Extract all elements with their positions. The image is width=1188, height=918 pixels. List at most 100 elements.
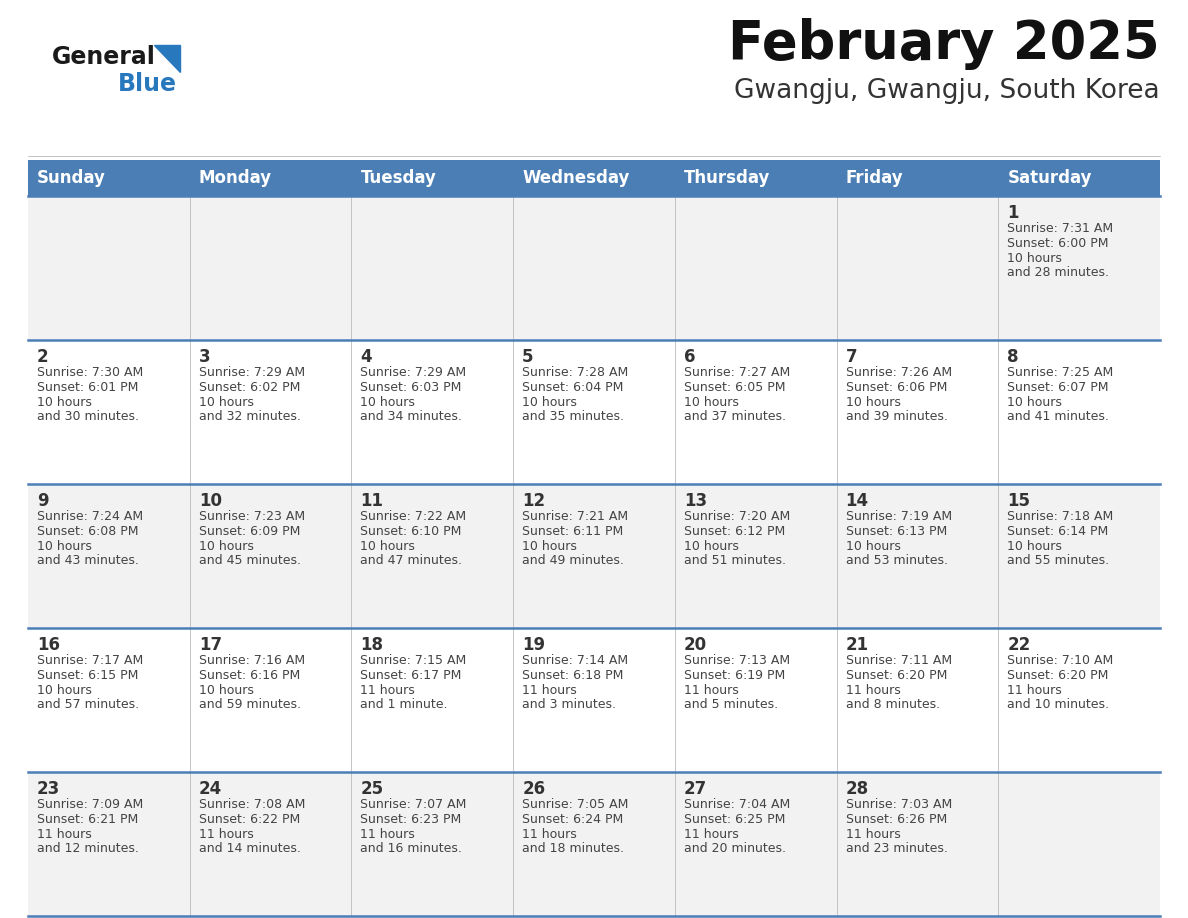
Text: Sunset: 6:09 PM: Sunset: 6:09 PM [198,525,301,538]
Text: Sunset: 6:22 PM: Sunset: 6:22 PM [198,813,299,826]
Text: Sunrise: 7:08 AM: Sunrise: 7:08 AM [198,798,305,811]
Text: Sunset: 6:03 PM: Sunset: 6:03 PM [360,381,462,394]
Text: Sunset: 6:13 PM: Sunset: 6:13 PM [846,525,947,538]
Text: and 41 minutes.: and 41 minutes. [1007,410,1110,423]
Text: Sunset: 6:14 PM: Sunset: 6:14 PM [1007,525,1108,538]
Text: Sunrise: 7:29 AM: Sunrise: 7:29 AM [198,366,305,379]
Text: and 5 minutes.: and 5 minutes. [684,698,778,711]
Text: 10 hours: 10 hours [1007,540,1062,553]
Text: and 57 minutes.: and 57 minutes. [37,698,139,711]
Text: and 28 minutes.: and 28 minutes. [1007,266,1110,279]
Text: Sunset: 6:11 PM: Sunset: 6:11 PM [523,525,624,538]
Text: 10 hours: 10 hours [37,684,91,697]
Text: and 14 minutes.: and 14 minutes. [198,842,301,855]
Text: Sunrise: 7:16 AM: Sunrise: 7:16 AM [198,654,305,667]
Text: and 10 minutes.: and 10 minutes. [1007,698,1110,711]
Text: 18: 18 [360,636,384,654]
Text: 2: 2 [37,348,49,366]
Text: and 35 minutes.: and 35 minutes. [523,410,624,423]
Text: 10 hours: 10 hours [1007,252,1062,265]
Text: Sunrise: 7:13 AM: Sunrise: 7:13 AM [684,654,790,667]
Text: 24: 24 [198,780,222,798]
Text: Wednesday: Wednesday [523,169,630,187]
Text: General: General [52,45,156,69]
Text: Monday: Monday [198,169,272,187]
Text: 6: 6 [684,348,695,366]
Text: 17: 17 [198,636,222,654]
Text: Tuesday: Tuesday [360,169,436,187]
Text: 21: 21 [846,636,868,654]
Text: 11 hours: 11 hours [37,828,91,841]
Text: Sunrise: 7:10 AM: Sunrise: 7:10 AM [1007,654,1113,667]
Text: 11 hours: 11 hours [523,684,577,697]
Text: Sunset: 6:16 PM: Sunset: 6:16 PM [198,669,299,682]
Text: Sunrise: 7:15 AM: Sunrise: 7:15 AM [360,654,467,667]
Text: 10 hours: 10 hours [684,540,739,553]
Text: 25: 25 [360,780,384,798]
Text: and 30 minutes.: and 30 minutes. [37,410,139,423]
Text: Sunset: 6:01 PM: Sunset: 6:01 PM [37,381,138,394]
Text: 10 hours: 10 hours [846,396,901,409]
Text: 10 hours: 10 hours [198,540,253,553]
Text: Sunrise: 7:03 AM: Sunrise: 7:03 AM [846,798,952,811]
Text: 10 hours: 10 hours [37,540,91,553]
Text: 14: 14 [846,492,868,510]
Text: and 20 minutes.: and 20 minutes. [684,842,785,855]
Text: Sunset: 6:19 PM: Sunset: 6:19 PM [684,669,785,682]
Text: Sunrise: 7:21 AM: Sunrise: 7:21 AM [523,510,628,523]
Text: 10 hours: 10 hours [523,396,577,409]
Text: 11: 11 [360,492,384,510]
Text: February 2025: February 2025 [728,18,1159,70]
Text: and 53 minutes.: and 53 minutes. [846,554,948,567]
Text: Sunrise: 7:23 AM: Sunrise: 7:23 AM [198,510,305,523]
Text: 10 hours: 10 hours [198,684,253,697]
Text: 10 hours: 10 hours [37,396,91,409]
Text: Friday: Friday [846,169,903,187]
Text: 28: 28 [846,780,868,798]
Text: Sunset: 6:05 PM: Sunset: 6:05 PM [684,381,785,394]
Text: 10 hours: 10 hours [360,396,416,409]
Text: and 23 minutes.: and 23 minutes. [846,842,948,855]
Text: Sunrise: 7:19 AM: Sunrise: 7:19 AM [846,510,952,523]
Text: Sunrise: 7:20 AM: Sunrise: 7:20 AM [684,510,790,523]
Text: Sunset: 6:15 PM: Sunset: 6:15 PM [37,669,138,682]
Text: 20: 20 [684,636,707,654]
Text: 19: 19 [523,636,545,654]
Text: Sunrise: 7:22 AM: Sunrise: 7:22 AM [360,510,467,523]
Text: Sunrise: 7:29 AM: Sunrise: 7:29 AM [360,366,467,379]
Text: 10 hours: 10 hours [1007,396,1062,409]
Text: and 39 minutes.: and 39 minutes. [846,410,948,423]
Text: Sunset: 6:02 PM: Sunset: 6:02 PM [198,381,301,394]
Bar [29,484,1159,628]
Text: 11 hours: 11 hours [846,684,901,697]
Text: 4: 4 [360,348,372,366]
Text: and 43 minutes.: and 43 minutes. [37,554,139,567]
Text: 11 hours: 11 hours [684,828,739,841]
Text: Sunset: 6:08 PM: Sunset: 6:08 PM [37,525,139,538]
Text: 9: 9 [37,492,49,510]
Text: 11 hours: 11 hours [198,828,253,841]
Text: and 37 minutes.: and 37 minutes. [684,410,785,423]
Text: and 59 minutes.: and 59 minutes. [198,698,301,711]
Bar [29,772,1159,916]
Text: Gwangju, Gwangju, South Korea: Gwangju, Gwangju, South Korea [734,78,1159,104]
Text: and 12 minutes.: and 12 minutes. [37,842,139,855]
Text: 26: 26 [523,780,545,798]
Text: 22: 22 [1007,636,1030,654]
Text: Sunrise: 7:11 AM: Sunrise: 7:11 AM [846,654,952,667]
Text: Sunrise: 7:14 AM: Sunrise: 7:14 AM [523,654,628,667]
Text: 10 hours: 10 hours [360,540,416,553]
Text: Sunrise: 7:31 AM: Sunrise: 7:31 AM [1007,222,1113,235]
Text: 10 hours: 10 hours [684,396,739,409]
Bar [29,628,1159,772]
Text: 11 hours: 11 hours [846,828,901,841]
Text: Thursday: Thursday [684,169,770,187]
Text: Sunset: 6:24 PM: Sunset: 6:24 PM [523,813,624,826]
Text: Sunrise: 7:05 AM: Sunrise: 7:05 AM [523,798,628,811]
Text: and 55 minutes.: and 55 minutes. [1007,554,1110,567]
Text: Sunrise: 7:18 AM: Sunrise: 7:18 AM [1007,510,1113,523]
Text: 10 hours: 10 hours [846,540,901,553]
Text: Sunset: 6:04 PM: Sunset: 6:04 PM [523,381,624,394]
Text: 23: 23 [37,780,61,798]
Text: 11 hours: 11 hours [684,684,739,697]
